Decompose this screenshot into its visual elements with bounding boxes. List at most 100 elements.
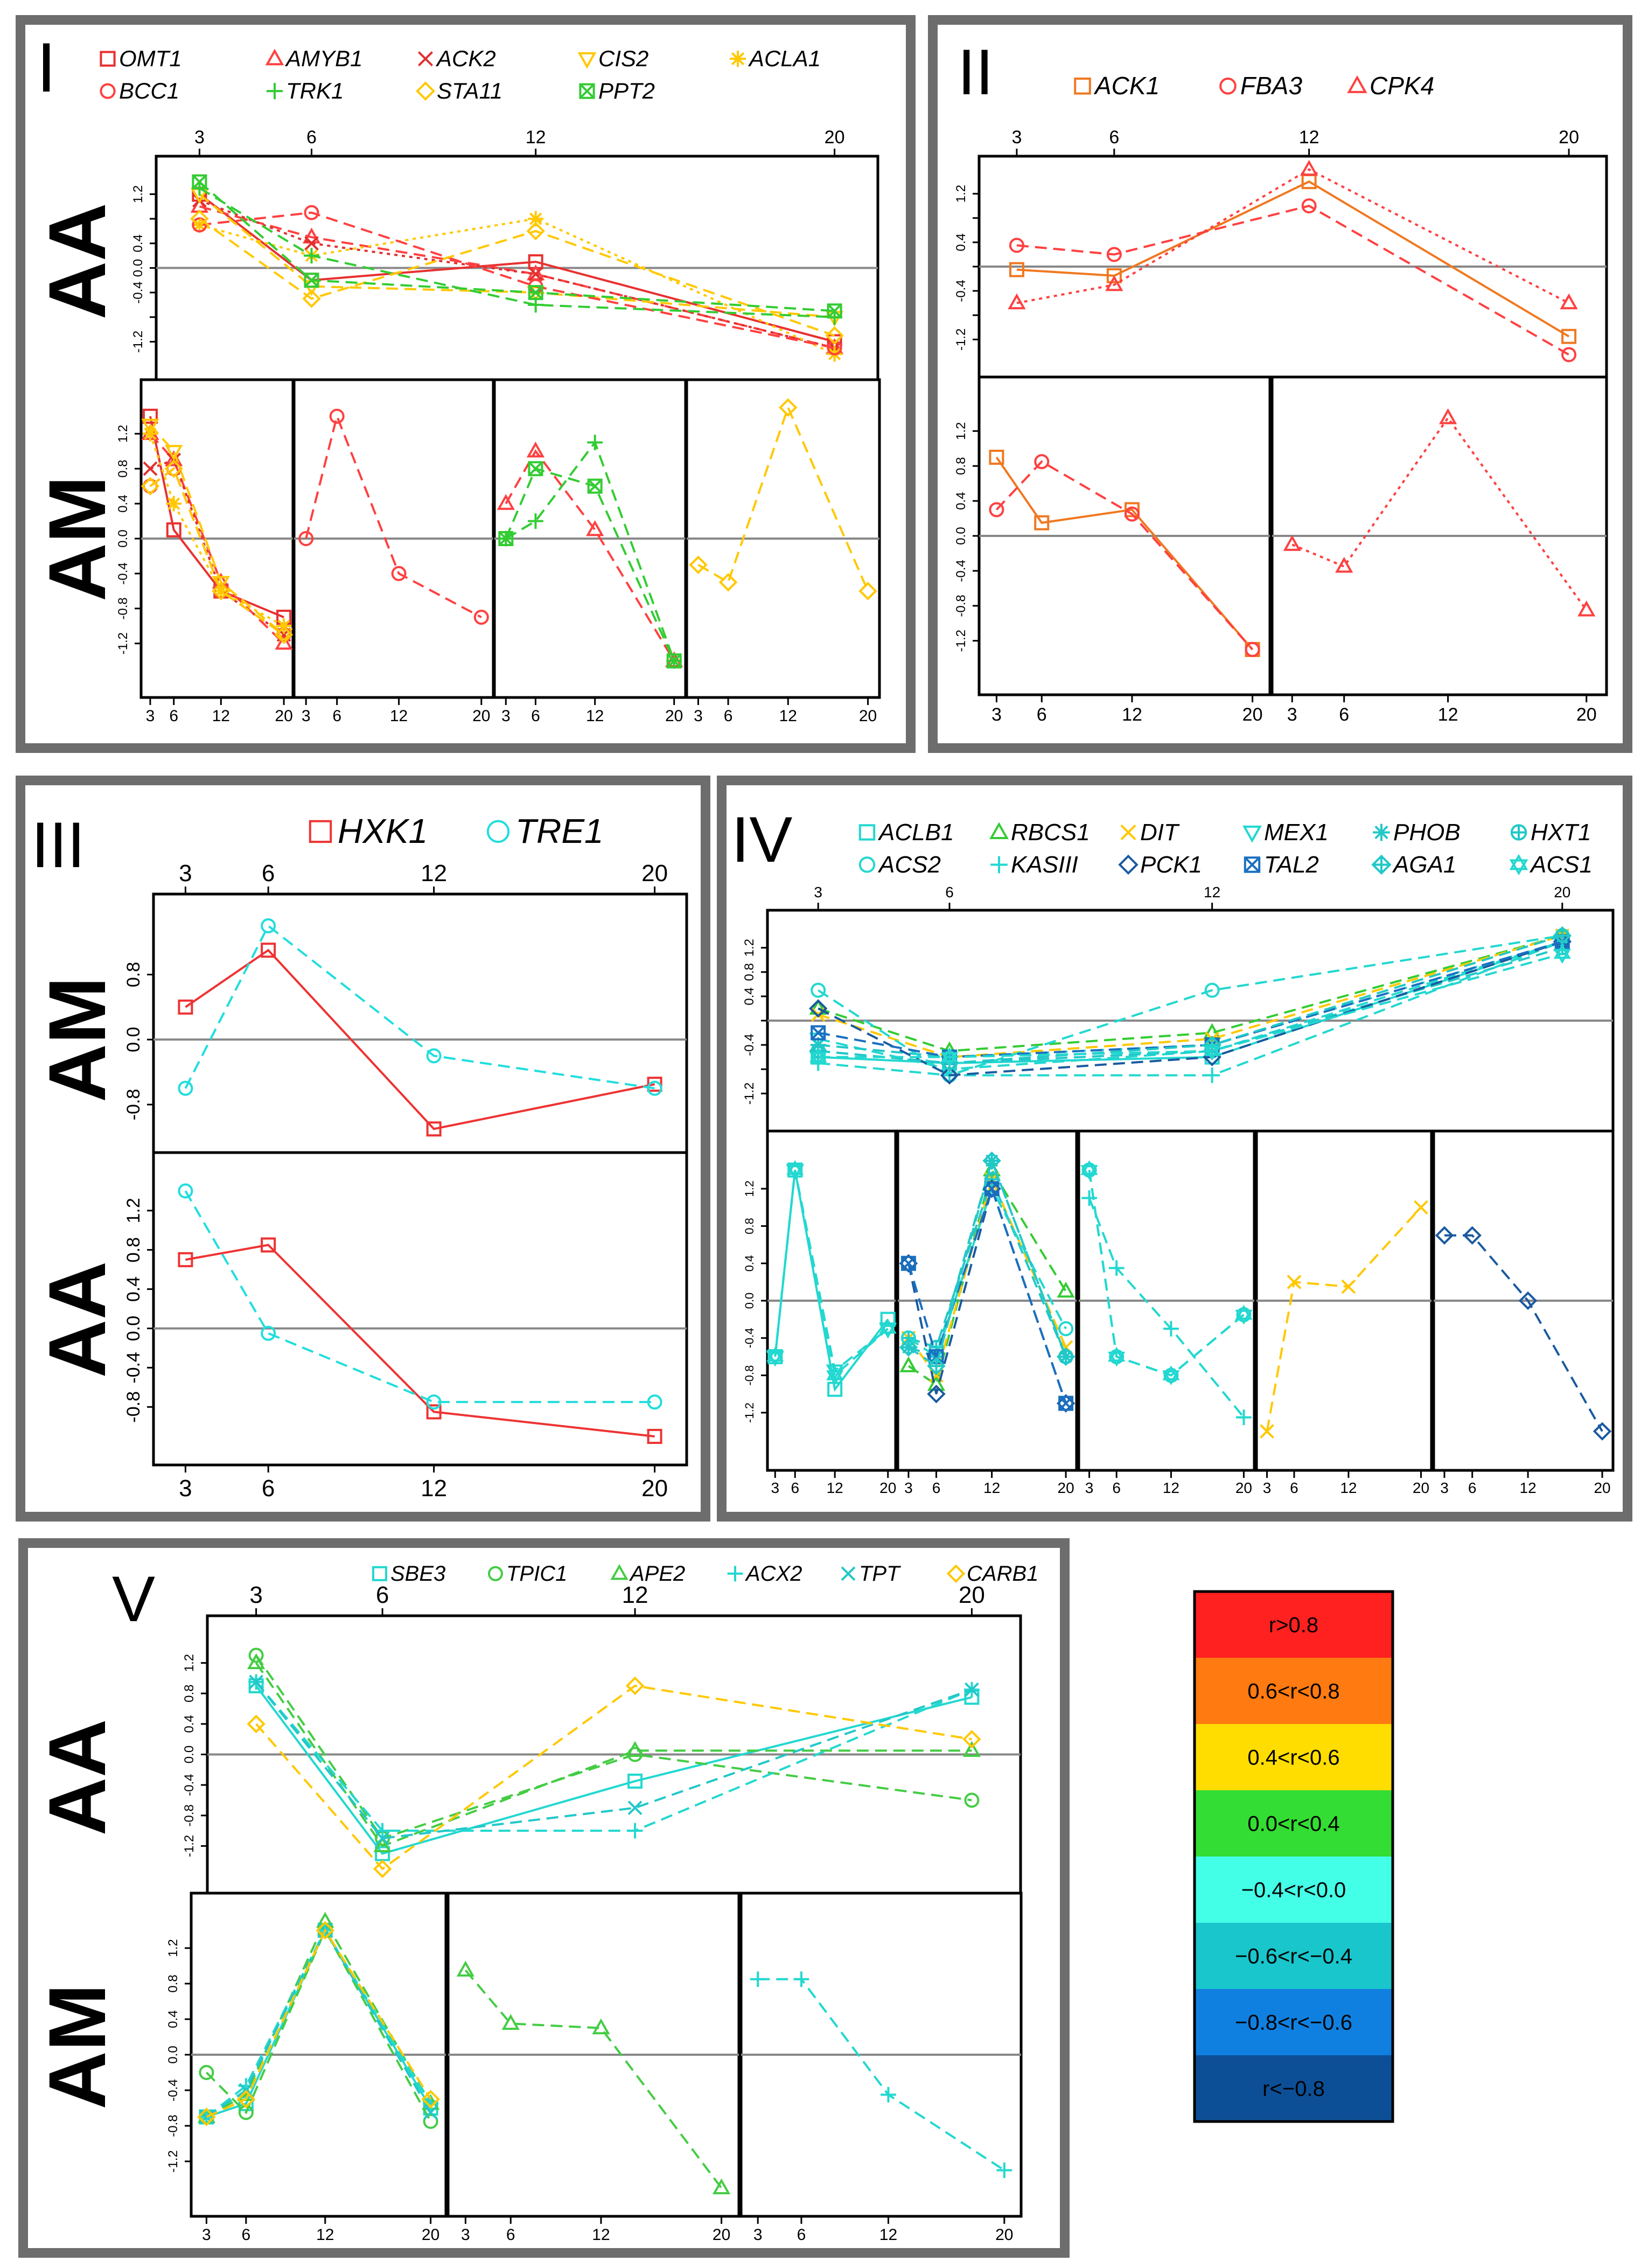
legend-item-RBCS1: RBCS1 xyxy=(989,819,1090,846)
series-ACK1 xyxy=(989,449,1260,657)
series-PPT2 xyxy=(498,461,682,669)
legend-marker xyxy=(1242,825,1262,843)
series-line xyxy=(818,940,1563,1077)
data-point xyxy=(900,1255,916,1271)
series-line xyxy=(199,218,835,337)
series-STA11 xyxy=(689,398,877,601)
y-tick-label: 0.0 xyxy=(123,1027,144,1052)
series-line xyxy=(206,1928,432,2118)
series-line xyxy=(774,1170,889,1378)
x-tick-label: 6 xyxy=(1339,704,1349,725)
data-point xyxy=(528,513,543,529)
chart-V-AM-3: 3 6 12 20 xyxy=(739,1892,1023,2244)
data-point xyxy=(1203,1041,1221,1061)
data-point xyxy=(249,1674,264,1690)
series-TPT xyxy=(249,1674,979,1846)
x-tick-label: 6 xyxy=(332,707,341,725)
x-tick-label: 6 xyxy=(791,1480,799,1496)
data-point xyxy=(779,398,798,417)
data-point xyxy=(192,217,207,233)
legend-item-ACLB1: ACLB1 xyxy=(858,819,954,846)
legend-item-OMT1: OMT1 xyxy=(100,46,182,71)
x-tick-label: 3 xyxy=(991,704,1002,725)
x-tick-label: 6 xyxy=(169,707,178,725)
data-point xyxy=(1056,1394,1076,1413)
legend-item-AMYB1: AMYB1 xyxy=(265,46,362,71)
data-point xyxy=(423,2105,438,2120)
x-tick-label: 20 xyxy=(1058,1480,1074,1496)
data-point xyxy=(826,1365,844,1385)
legend-label: ACK2 xyxy=(435,46,496,71)
legend-label: TAL2 xyxy=(1264,852,1319,878)
legend-label: CARB1 xyxy=(967,1562,1038,1586)
data-point xyxy=(1162,1365,1180,1385)
legend-item-CIS2: CIS2 xyxy=(577,46,648,71)
series-TRE1 xyxy=(178,918,662,1096)
x-tick-label: 20 xyxy=(641,1475,668,1502)
colorbar-cell: 0.4<r<0.6 xyxy=(1195,1724,1393,1790)
y-tick-label: -0.4 xyxy=(182,1774,197,1796)
data-point xyxy=(212,582,231,601)
data-point xyxy=(1560,293,1578,310)
data-point xyxy=(982,1179,1001,1198)
data-point xyxy=(213,583,229,599)
legend-marker xyxy=(1120,824,1136,841)
legend-marker xyxy=(309,820,332,843)
data-point xyxy=(1414,1200,1428,1215)
data-point xyxy=(528,461,543,477)
series-line xyxy=(464,1969,723,2189)
data-point xyxy=(426,1048,442,1064)
legend-label: HXT1 xyxy=(1531,819,1591,846)
legend-marker xyxy=(1510,824,1527,841)
series-DIT xyxy=(1260,1200,1428,1439)
legend-marker xyxy=(990,856,1008,874)
legend-marker xyxy=(1347,75,1367,93)
legend-label: HXK1 xyxy=(338,812,428,850)
data-point xyxy=(750,1971,766,1987)
x-tick-label: 3 xyxy=(1287,704,1297,725)
data-point xyxy=(178,1252,193,1267)
legend-marker xyxy=(1509,854,1528,876)
series-line xyxy=(818,940,1563,1058)
series-PPT2 xyxy=(192,174,842,319)
x-tick-label: 6 xyxy=(945,884,954,901)
series-line xyxy=(505,467,675,661)
data-point xyxy=(178,1080,193,1096)
legend-item-ACS1: ACS1 xyxy=(1509,852,1593,878)
x-tick-label: 12 xyxy=(526,127,546,148)
colorbar-cell: r>0.8 xyxy=(1195,1592,1393,1658)
series-PCK1 xyxy=(1435,1226,1612,1441)
chart-IV-bottom-5: 3 6 12 20 xyxy=(1432,1129,1615,1496)
chart-IV-bottom-2: 3 6 12 20 xyxy=(896,1129,1078,1496)
panel-IV-numeral: IV xyxy=(731,804,792,876)
x-tick-label: 12 xyxy=(421,860,447,887)
legend-item-APE2: APE2 xyxy=(610,1562,685,1586)
series-HXK1 xyxy=(178,1237,662,1444)
y-tick-label: 1.2 xyxy=(166,1939,180,1957)
legend-item-KASIII: KASIII xyxy=(990,852,1078,878)
data-point xyxy=(625,1676,645,1695)
colorbar-cell: 0.0<r<0.4 xyxy=(1195,1790,1393,1857)
colorbar-label: r<−0.8 xyxy=(1262,2077,1325,2101)
legend-marker xyxy=(100,83,116,99)
legend-marker xyxy=(1118,854,1139,875)
data-point xyxy=(1081,1190,1097,1206)
series-line xyxy=(818,940,1563,1077)
data-point xyxy=(1105,275,1123,291)
series-ACS1 xyxy=(809,944,1571,1067)
colorbar-swatch xyxy=(1195,1923,1393,1989)
data-point xyxy=(793,1971,809,1987)
legend-label: CIS2 xyxy=(598,46,648,71)
series-line xyxy=(1088,1197,1245,1418)
y-tick-label: 0.8 xyxy=(123,1237,144,1262)
legend-label: PHOB xyxy=(1393,819,1461,846)
x-tick-label: 20 xyxy=(1554,884,1570,901)
series-line xyxy=(907,1185,1067,1404)
series-line xyxy=(206,1928,432,2118)
series-line xyxy=(907,1157,1067,1368)
x-tick-label: 20 xyxy=(879,1480,896,1496)
y-tick-label: 0.8 xyxy=(166,1974,180,1992)
x-tick-label: 12 xyxy=(421,1475,447,1502)
colorbar-frame xyxy=(1193,1590,1394,2123)
chart-II-top: 3 6 12 20 -1.2 -0.4 0.4 1.2 xyxy=(954,127,1608,379)
